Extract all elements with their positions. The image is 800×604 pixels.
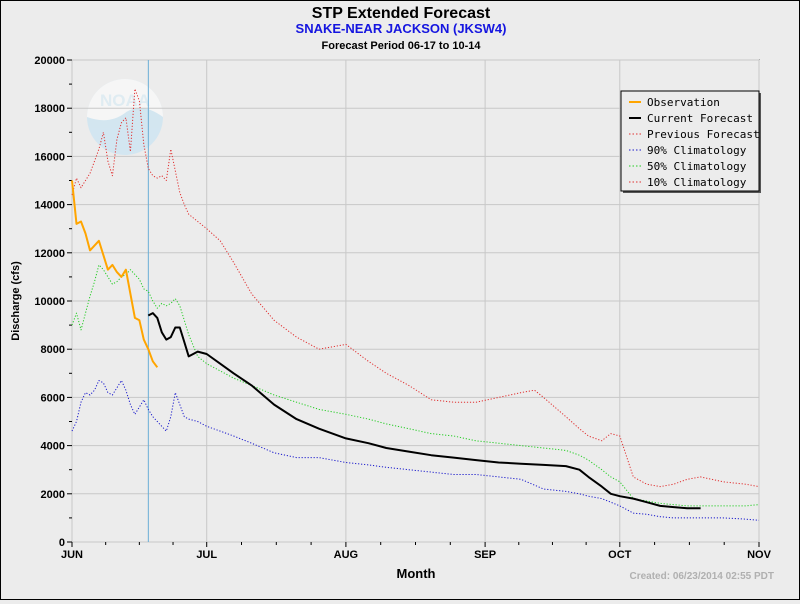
chart-title: STP Extended Forecast — [312, 5, 491, 22]
legend-label-previous-forecast: Previous Forecast — [647, 128, 760, 141]
noaa-logo: NOAA — [87, 79, 163, 155]
y-tick-label: 12000 — [34, 248, 65, 260]
series-90-climatology — [71, 380, 760, 521]
y-tick-label: 14000 — [34, 200, 65, 212]
x-tick-label: JUL — [196, 549, 217, 561]
legend-label-50-climatology: 50% Climatology — [647, 160, 747, 173]
series-10-climatology — [71, 88, 760, 488]
noaa-logo-text: NOAA — [100, 91, 150, 110]
legend-label-current-forecast: Current Forecast — [647, 112, 753, 125]
legend-label-10-climatology: 10% Climatology — [647, 176, 747, 189]
series-current-forecast — [147, 312, 701, 510]
y-tick-label: 10000 — [34, 296, 65, 308]
y-tick-label: 18000 — [34, 103, 65, 115]
y-tick-label: 8000 — [41, 344, 65, 356]
created-timestamp: Created: 06/23/2014 02:55 PDT — [629, 571, 774, 582]
legend: Observation Current Forecast Previous Fore… — [620, 90, 761, 193]
x-tick-label: SEP — [474, 549, 496, 561]
y-tick-label: 16000 — [34, 151, 65, 163]
legend-label-observation: Observation — [647, 96, 720, 109]
y-tick-label: 20000 — [34, 55, 65, 67]
chart-subtitle: SNAKE-NEAR JACKSON (JKSW4) — [296, 21, 507, 36]
x-axis-label: Month — [397, 566, 436, 581]
x-tick-label: AUG — [334, 549, 358, 561]
y-tick-label: 2000 — [41, 489, 65, 501]
y-tick-label: 6000 — [41, 392, 65, 404]
x-axis: JUN JUL AUG SEP OCT NOV — [61, 542, 772, 561]
series-layer — [71, 88, 760, 521]
forecast-period: Forecast Period 06-17 to 10-14 — [322, 40, 482, 52]
x-tick-label: OCT — [608, 549, 632, 561]
legend-box — [620, 90, 760, 192]
y-tick-label: 4000 — [41, 441, 65, 453]
x-tick-label: JUN — [61, 549, 83, 561]
y-tick-label: 0 — [59, 537, 65, 549]
y-axis-label: Discharge (cfs) — [10, 261, 22, 341]
legend-label-90-climatology: 90% Climatology — [647, 144, 747, 157]
series-observation — [71, 180, 159, 368]
series-50-climatology — [71, 264, 760, 507]
y-axis: 0 2000 4000 6000 8000 10000 12000 14000 16000 180… — [34, 55, 72, 549]
x-tick-label: NOV — [747, 549, 772, 561]
